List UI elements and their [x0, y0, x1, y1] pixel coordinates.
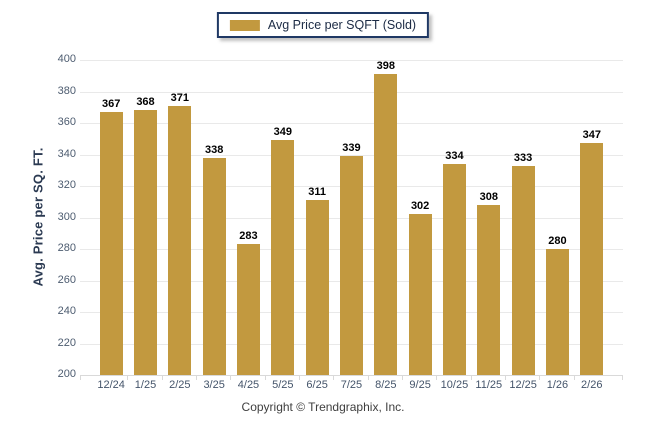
- bar-group: 302: [403, 60, 438, 380]
- axis-tick: [504, 375, 506, 380]
- bar-group: 333: [506, 60, 541, 380]
- y-axis-tick-label: 360: [57, 116, 76, 128]
- bar-value-label: 302: [410, 200, 430, 213]
- x-axis-tick-label: 10/25: [440, 379, 469, 391]
- bar-value-label: 308: [479, 190, 498, 203]
- x-axis-tick-label: 9/25: [409, 379, 431, 391]
- x-axis-tick-label: 1/25: [134, 379, 157, 391]
- axis-tick: [436, 375, 438, 380]
- x-axis-tick-label: 8/25: [375, 379, 397, 391]
- axis-tick: [573, 375, 575, 380]
- plot-area: 367 368 371 338 283 349 311 339 398 302 334 308 333 2…: [80, 60, 623, 380]
- bar-group: 398: [369, 60, 403, 380]
- bar: [236, 244, 260, 375]
- y-axis-tick-label: 380: [57, 84, 76, 97]
- bar: [545, 249, 569, 375]
- y-axis-tick-label: 220: [57, 336, 76, 349]
- axis-tick: [161, 375, 163, 380]
- bar-value-label: 280: [548, 235, 567, 247]
- bar-group: 339: [334, 60, 369, 380]
- y-axis-tick-label: 320: [57, 179, 76, 191]
- gridline: [80, 123, 623, 124]
- axis-tick: [264, 375, 266, 380]
- bar-group: 347: [575, 60, 609, 375]
- bar-group: 349: [266, 60, 300, 380]
- bar-group: 280: [540, 60, 575, 380]
- x-axis-tick-label: 12/24: [97, 379, 125, 391]
- y-axis-labels: 200 220 240 260 280 300 320 340 360 380 400: [30, 53, 76, 380]
- bar: [202, 157, 226, 375]
- y-axis-tick-label: 260: [57, 273, 76, 286]
- bar-value-label: 333: [513, 151, 533, 164]
- bar: [271, 140, 295, 375]
- bar: [580, 143, 604, 375]
- bar: [408, 214, 432, 375]
- gridline: [80, 60, 623, 61]
- x-axis-tick-label: 4/25: [237, 379, 260, 391]
- bars-layer: 367 368 371 338 283 349 311 339 398 302 334 308 333 2…: [80, 60, 623, 380]
- bar-value-label: 311: [308, 186, 326, 199]
- bar: [374, 74, 398, 375]
- bar-value-label: 347: [582, 129, 601, 142]
- bar: [133, 110, 157, 375]
- x-axis-tick-label: 6/25: [306, 379, 328, 391]
- bar-group: 308: [472, 60, 506, 380]
- x-axis-tick-label: 12/25: [509, 379, 537, 391]
- gridline: [80, 154, 623, 156]
- y-axis-tick-label: 300: [57, 210, 76, 223]
- bar-group: 283: [231, 60, 266, 380]
- bar-group: 334: [437, 60, 472, 380]
- bar: [305, 200, 329, 375]
- bar: [511, 165, 535, 375]
- bar-group: 371: [163, 60, 197, 380]
- x-axis-tick-label: 11/25: [475, 379, 503, 391]
- x-axis-tick-label: 5/25: [272, 379, 294, 391]
- bar-value-label: 334: [445, 149, 464, 162]
- y-axis-tick-label: 240: [57, 305, 76, 317]
- bar-value-label: 367: [101, 97, 121, 110]
- y-axis-tick-label: 200: [57, 368, 76, 380]
- axis-tick: [230, 375, 232, 380]
- x-axis-tick-label: 1/26: [546, 379, 569, 391]
- axis-tick: [195, 375, 197, 380]
- x-axis-tick-label: 3/25: [203, 379, 225, 391]
- bar-group: 367: [94, 60, 129, 380]
- x-axis-tick-label: 2/26: [581, 379, 603, 391]
- bar: [339, 156, 363, 375]
- axis-tick: [127, 375, 129, 380]
- bar: [168, 105, 192, 375]
- bar: [477, 204, 501, 375]
- bar-group: 338: [197, 60, 232, 380]
- axis-tick: [367, 375, 369, 380]
- x-axis-tick-label: 2/25: [169, 379, 191, 391]
- y-axis-tick-label: 400: [57, 53, 76, 65]
- legend-swatch: [229, 19, 260, 31]
- axis-tick: [298, 375, 300, 380]
- axis-tick: [401, 375, 403, 380]
- bar-value-label: 371: [170, 91, 189, 104]
- gridline: [80, 91, 623, 93]
- axis-tick: [470, 375, 472, 380]
- y-axis-tick-label: 280: [57, 242, 76, 254]
- bar: [99, 111, 123, 375]
- x-axis-tick-label: 7/25: [340, 379, 363, 391]
- legend: Avg Price per SQFT (Sold): [216, 12, 430, 38]
- legend-label: Avg Price per SQFT (Sold): [267, 18, 417, 32]
- bar-value-label: 283: [239, 230, 258, 243]
- bar: [442, 163, 466, 375]
- bar-value-label: 338: [204, 143, 224, 156]
- bar-value-label: 368: [136, 96, 155, 109]
- bar-value-label: 398: [376, 60, 395, 72]
- x-axis-labels: 12/24 1/25 2/25 3/25 4/25 5/25 6/25 7/25 8/25 9/2…: [80, 379, 623, 391]
- bar-group: 368: [128, 60, 163, 380]
- y-axis-tick-label: 340: [57, 147, 76, 160]
- bar-group: 311: [300, 60, 335, 380]
- copyright-text: Copyright © Trendgraphix, Inc.: [241, 400, 405, 414]
- axis-tick: [333, 375, 335, 380]
- bar-value-label: 349: [273, 126, 292, 139]
- bar-value-label: 339: [342, 142, 361, 155]
- axis-tick: [539, 375, 541, 380]
